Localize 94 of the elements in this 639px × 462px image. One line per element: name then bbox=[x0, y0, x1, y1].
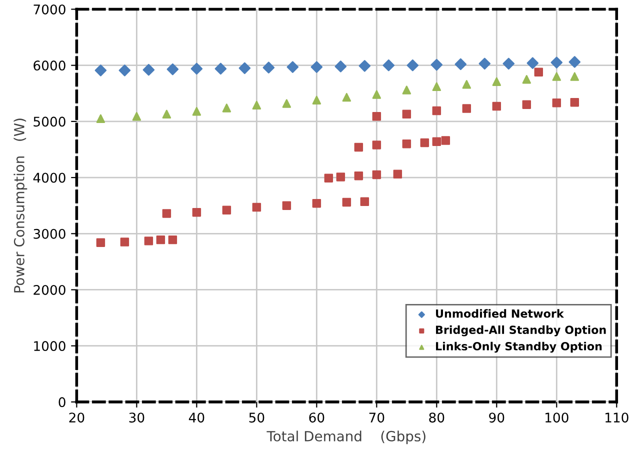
point bbox=[360, 197, 370, 206]
point bbox=[462, 80, 472, 89]
point bbox=[222, 104, 232, 112]
point bbox=[166, 63, 179, 76]
point bbox=[192, 106, 202, 116]
point bbox=[372, 112, 382, 121]
point bbox=[402, 86, 412, 94]
point bbox=[372, 170, 382, 180]
point bbox=[96, 114, 106, 124]
point bbox=[96, 238, 106, 247]
point bbox=[120, 238, 130, 246]
x-tick-label: 50 bbox=[249, 412, 264, 423]
point bbox=[502, 58, 515, 70]
point bbox=[420, 138, 430, 148]
point bbox=[406, 59, 419, 72]
y-tick-label: 7000 bbox=[34, 4, 66, 14]
point bbox=[402, 140, 412, 148]
point bbox=[324, 174, 334, 182]
point bbox=[550, 56, 563, 68]
point bbox=[94, 64, 107, 76]
point bbox=[168, 235, 178, 244]
point bbox=[462, 104, 472, 113]
x-tick-label: 110 bbox=[605, 412, 628, 423]
x-tick-label: 70 bbox=[369, 412, 384, 423]
point bbox=[432, 137, 442, 146]
point bbox=[252, 202, 262, 212]
y-tick-label: 1000 bbox=[34, 341, 66, 352]
point bbox=[441, 136, 450, 145]
y-tick-label: 5000 bbox=[34, 116, 66, 127]
point bbox=[190, 62, 203, 75]
point bbox=[252, 100, 262, 110]
point bbox=[310, 61, 323, 73]
point bbox=[222, 206, 232, 214]
point bbox=[214, 62, 227, 75]
legend-label: Links-Only Standby Option bbox=[436, 342, 602, 353]
point bbox=[312, 96, 322, 104]
point bbox=[238, 62, 251, 74]
x-tick-label: 30 bbox=[129, 412, 144, 423]
point bbox=[534, 68, 544, 76]
point bbox=[454, 58, 467, 70]
point bbox=[382, 59, 395, 72]
x-tick-label: 60 bbox=[309, 412, 324, 423]
y-tick-label: 0 bbox=[58, 397, 66, 408]
legend-label: Unmodified Network bbox=[436, 309, 564, 318]
legend-label: Bridged-All Standby Option bbox=[436, 325, 606, 336]
point bbox=[552, 98, 562, 108]
point bbox=[432, 82, 442, 92]
point bbox=[522, 100, 532, 109]
point bbox=[336, 172, 346, 182]
y-tick-label: 4000 bbox=[33, 172, 66, 183]
point bbox=[492, 102, 502, 111]
point bbox=[156, 235, 166, 244]
point bbox=[342, 92, 352, 102]
point bbox=[430, 58, 443, 71]
point bbox=[342, 198, 352, 207]
point bbox=[478, 58, 491, 70]
point bbox=[372, 90, 382, 99]
point bbox=[492, 77, 502, 86]
point bbox=[570, 72, 580, 81]
x-tick-label: 90 bbox=[489, 412, 504, 423]
point bbox=[192, 208, 202, 217]
point bbox=[402, 110, 412, 119]
point bbox=[354, 171, 364, 180]
point bbox=[162, 110, 172, 119]
point bbox=[354, 142, 364, 152]
point bbox=[118, 64, 131, 76]
point bbox=[144, 236, 154, 246]
point bbox=[372, 140, 382, 150]
point bbox=[568, 56, 581, 68]
point bbox=[526, 57, 539, 69]
point bbox=[334, 60, 347, 72]
y-tick-label: 3000 bbox=[34, 228, 66, 239]
y-tick-label: 6000 bbox=[34, 60, 66, 71]
point bbox=[162, 209, 172, 218]
point bbox=[282, 99, 292, 108]
y-axis-title: Power Consumption (W) bbox=[14, 118, 28, 292]
x-tick-label: 40 bbox=[188, 412, 204, 423]
y-tick-label: 2000 bbox=[34, 284, 66, 295]
point bbox=[282, 201, 292, 210]
x-tick-label: 100 bbox=[545, 412, 568, 423]
point bbox=[570, 98, 580, 107]
point bbox=[312, 198, 322, 208]
point bbox=[358, 60, 371, 72]
point bbox=[286, 61, 299, 73]
point bbox=[393, 170, 402, 179]
point bbox=[262, 62, 275, 74]
point bbox=[552, 72, 562, 81]
point bbox=[132, 112, 142, 121]
x-axis-title: Total Demand (Gbps) bbox=[266, 430, 426, 444]
point bbox=[142, 64, 155, 76]
point bbox=[432, 106, 442, 116]
x-tick-label: 20 bbox=[69, 412, 84, 423]
point bbox=[522, 74, 532, 84]
x-tick-label: 80 bbox=[429, 412, 444, 423]
